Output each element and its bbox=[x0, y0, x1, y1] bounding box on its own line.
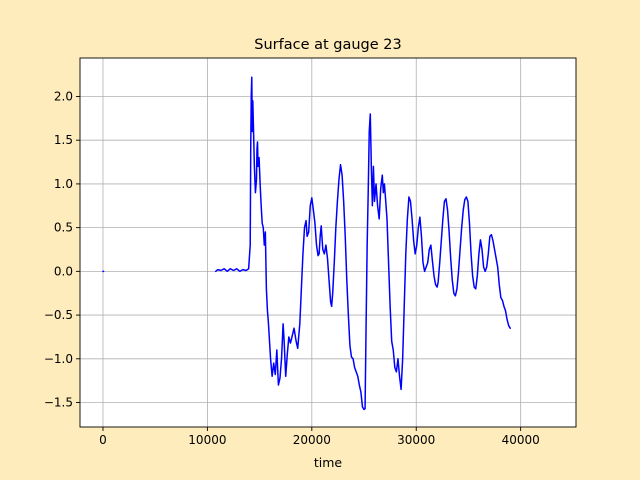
grid bbox=[80, 58, 576, 427]
y-tick-label: 1.5 bbox=[54, 133, 73, 147]
x-axis-label: time bbox=[314, 455, 343, 470]
x-tick-label: 0 bbox=[99, 433, 107, 447]
y-tick-label: 1.0 bbox=[54, 177, 73, 191]
series-layer bbox=[102, 76, 511, 411]
y-tick-label: −0.5 bbox=[44, 308, 73, 322]
plot-area bbox=[80, 58, 576, 427]
y-tick-label: 2.0 bbox=[54, 89, 73, 103]
x-tick-label: 40000 bbox=[502, 433, 540, 447]
series-line-1 bbox=[215, 76, 511, 411]
x-tick-label: 30000 bbox=[397, 433, 435, 447]
x-tick-label: 20000 bbox=[293, 433, 331, 447]
y-tick-label: 0.5 bbox=[54, 221, 73, 235]
plot-frame bbox=[79, 57, 577, 428]
x-tick-label: 10000 bbox=[188, 433, 226, 447]
y-tick-label: −1.5 bbox=[44, 396, 73, 410]
ticks: 0 10000 20000 30000 40000 −1.5 −1.0 −0.5 0.0 0.5 1… bbox=[44, 89, 540, 447]
y-tick-label: −1.0 bbox=[44, 352, 73, 366]
chart-title: Surface at gauge 23 bbox=[254, 37, 402, 53]
y-tick-label: 0.0 bbox=[54, 264, 73, 278]
